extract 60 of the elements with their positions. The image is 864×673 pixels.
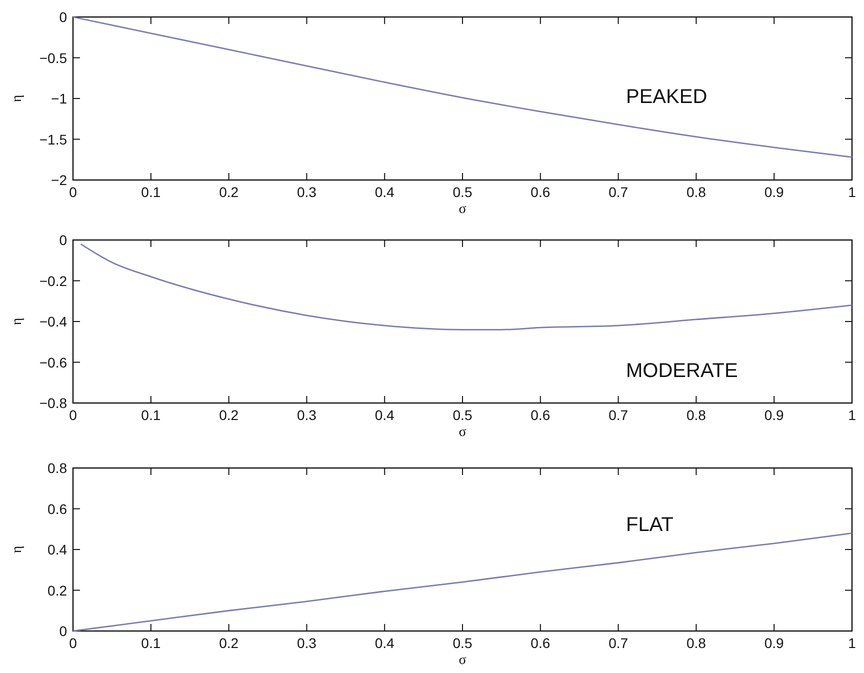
y-tick-label: 0.6 [48, 500, 68, 517]
x-tick-label: 0.5 [452, 407, 472, 423]
x-tick-label: 1 [848, 407, 856, 423]
y-tick-label: −1.5 [39, 131, 68, 148]
x-tick-label: 0.4 [374, 407, 395, 423]
y-axis-title: η [10, 94, 25, 102]
y-tick-label: 0.8 [48, 460, 68, 476]
x-tick-label: 0.5 [452, 184, 472, 200]
x-axis-title: σ [458, 653, 467, 668]
x-tick-label: 0.7 [608, 184, 628, 200]
x-tick-label: 0.3 [296, 635, 317, 651]
y-tick-label: −0.4 [39, 314, 68, 330]
x-tick-label: 0.9 [764, 407, 784, 423]
y-axis-title: η [10, 318, 25, 326]
x-tick-label: 0.1 [141, 407, 161, 423]
annotation: MODERATE [626, 360, 738, 382]
x-tick-label: 0.7 [608, 635, 628, 651]
x-tick-label: 0.4 [374, 635, 395, 651]
x-tick-label: 0.6 [530, 184, 550, 200]
y-tick-label: −0.5 [39, 50, 68, 66]
x-tick-label: 1 [848, 184, 856, 200]
y-axis-title: η [10, 546, 25, 554]
y-tick-label: 0 [59, 9, 68, 25]
y-tick-label: −0.2 [39, 272, 68, 289]
x-tick-label: 0.4 [374, 184, 395, 200]
x-tick-label: 0 [69, 635, 78, 651]
line-series [80, 243, 853, 330]
y-tick-label: 0 [59, 623, 68, 639]
y-tick-label: −1 [51, 90, 68, 106]
x-tick-label: 0.2 [219, 407, 239, 423]
x-tick-label: 0.9 [764, 184, 784, 200]
line-series [72, 16, 853, 158]
annotation: PEAKED [626, 86, 708, 108]
x-tick-label: 0.8 [686, 407, 706, 423]
x-tick-label: 0.1 [141, 635, 161, 651]
annotation: FLAT [626, 514, 674, 536]
x-tick-label: 0.6 [530, 635, 550, 651]
x-tick-label: 1 [848, 635, 856, 651]
x-tick-label: 0.7 [608, 407, 628, 423]
x-tick-label: 0.6 [530, 407, 550, 423]
x-tick-label: 0 [69, 184, 78, 200]
x-axis-title: σ [458, 425, 467, 440]
x-tick-label: 0.8 [686, 635, 706, 651]
y-tick-label: −2 [51, 172, 68, 188]
x-tick-label: 0.2 [219, 184, 239, 200]
x-axis-title: σ [458, 202, 467, 217]
y-tick-label: 0.4 [48, 542, 68, 558]
x-tick-label: 0.1 [141, 184, 161, 200]
y-tick-label: −0.6 [39, 354, 68, 370]
x-tick-label: 0.2 [219, 635, 239, 651]
x-tick-label: 0.8 [686, 184, 706, 200]
x-tick-label: 0 [69, 407, 78, 423]
y-tick-label: −0.8 [39, 395, 68, 411]
x-tick-label: 0.3 [296, 407, 317, 423]
line-series [72, 532, 853, 632]
x-tick-label: 0.3 [296, 184, 317, 200]
x-tick-label: 0.5 [452, 635, 472, 651]
y-tick-label: 0 [59, 232, 68, 248]
y-tick-label: 0.2 [48, 582, 68, 598]
x-tick-label: 0.9 [764, 635, 784, 651]
